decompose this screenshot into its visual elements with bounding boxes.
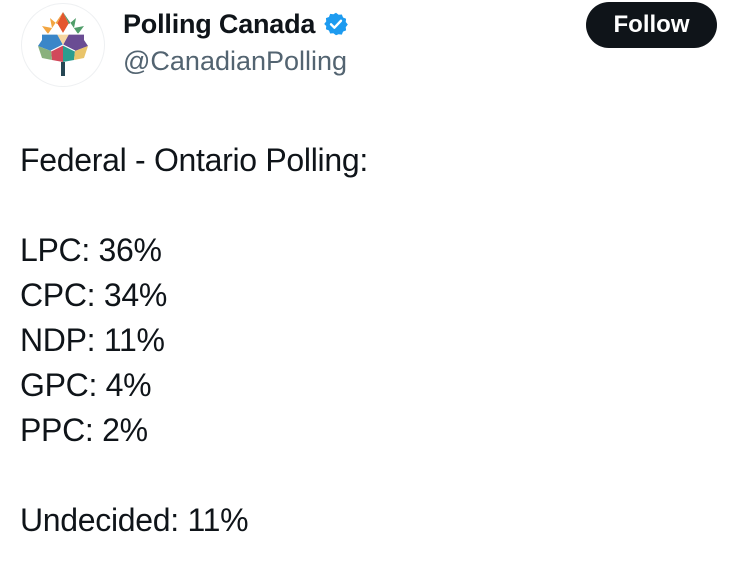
poll-result-line: GPC: 4% (20, 367, 152, 403)
poll-result-line: CPC: 34% (20, 277, 167, 313)
account-handle[interactable]: @CanadianPolling (123, 46, 348, 76)
verified-badge-icon[interactable] (323, 11, 349, 37)
poll-result-line: NDP: 11% (20, 322, 165, 358)
paragraph-gap (20, 183, 710, 228)
account-name-row: Polling Canada (123, 6, 349, 42)
maple-leaf-quilt-logo-icon (38, 12, 88, 76)
post-heading: Federal - Ontario Polling: (20, 142, 368, 178)
poll-result-line: LPC: 36% (20, 232, 162, 268)
follow-button[interactable]: Follow (586, 2, 717, 48)
post-text: Federal - Ontario Polling: LPC: 36% CPC:… (20, 138, 710, 543)
post-header: Polling Canada @CanadianPolling Follow (0, 0, 732, 100)
paragraph-gap (20, 453, 710, 498)
undecided-line: Undecided: 11% (20, 502, 249, 538)
avatar[interactable] (22, 4, 104, 86)
display-name[interactable]: Polling Canada (123, 9, 316, 39)
poll-result-line: PPC: 2% (20, 412, 148, 448)
